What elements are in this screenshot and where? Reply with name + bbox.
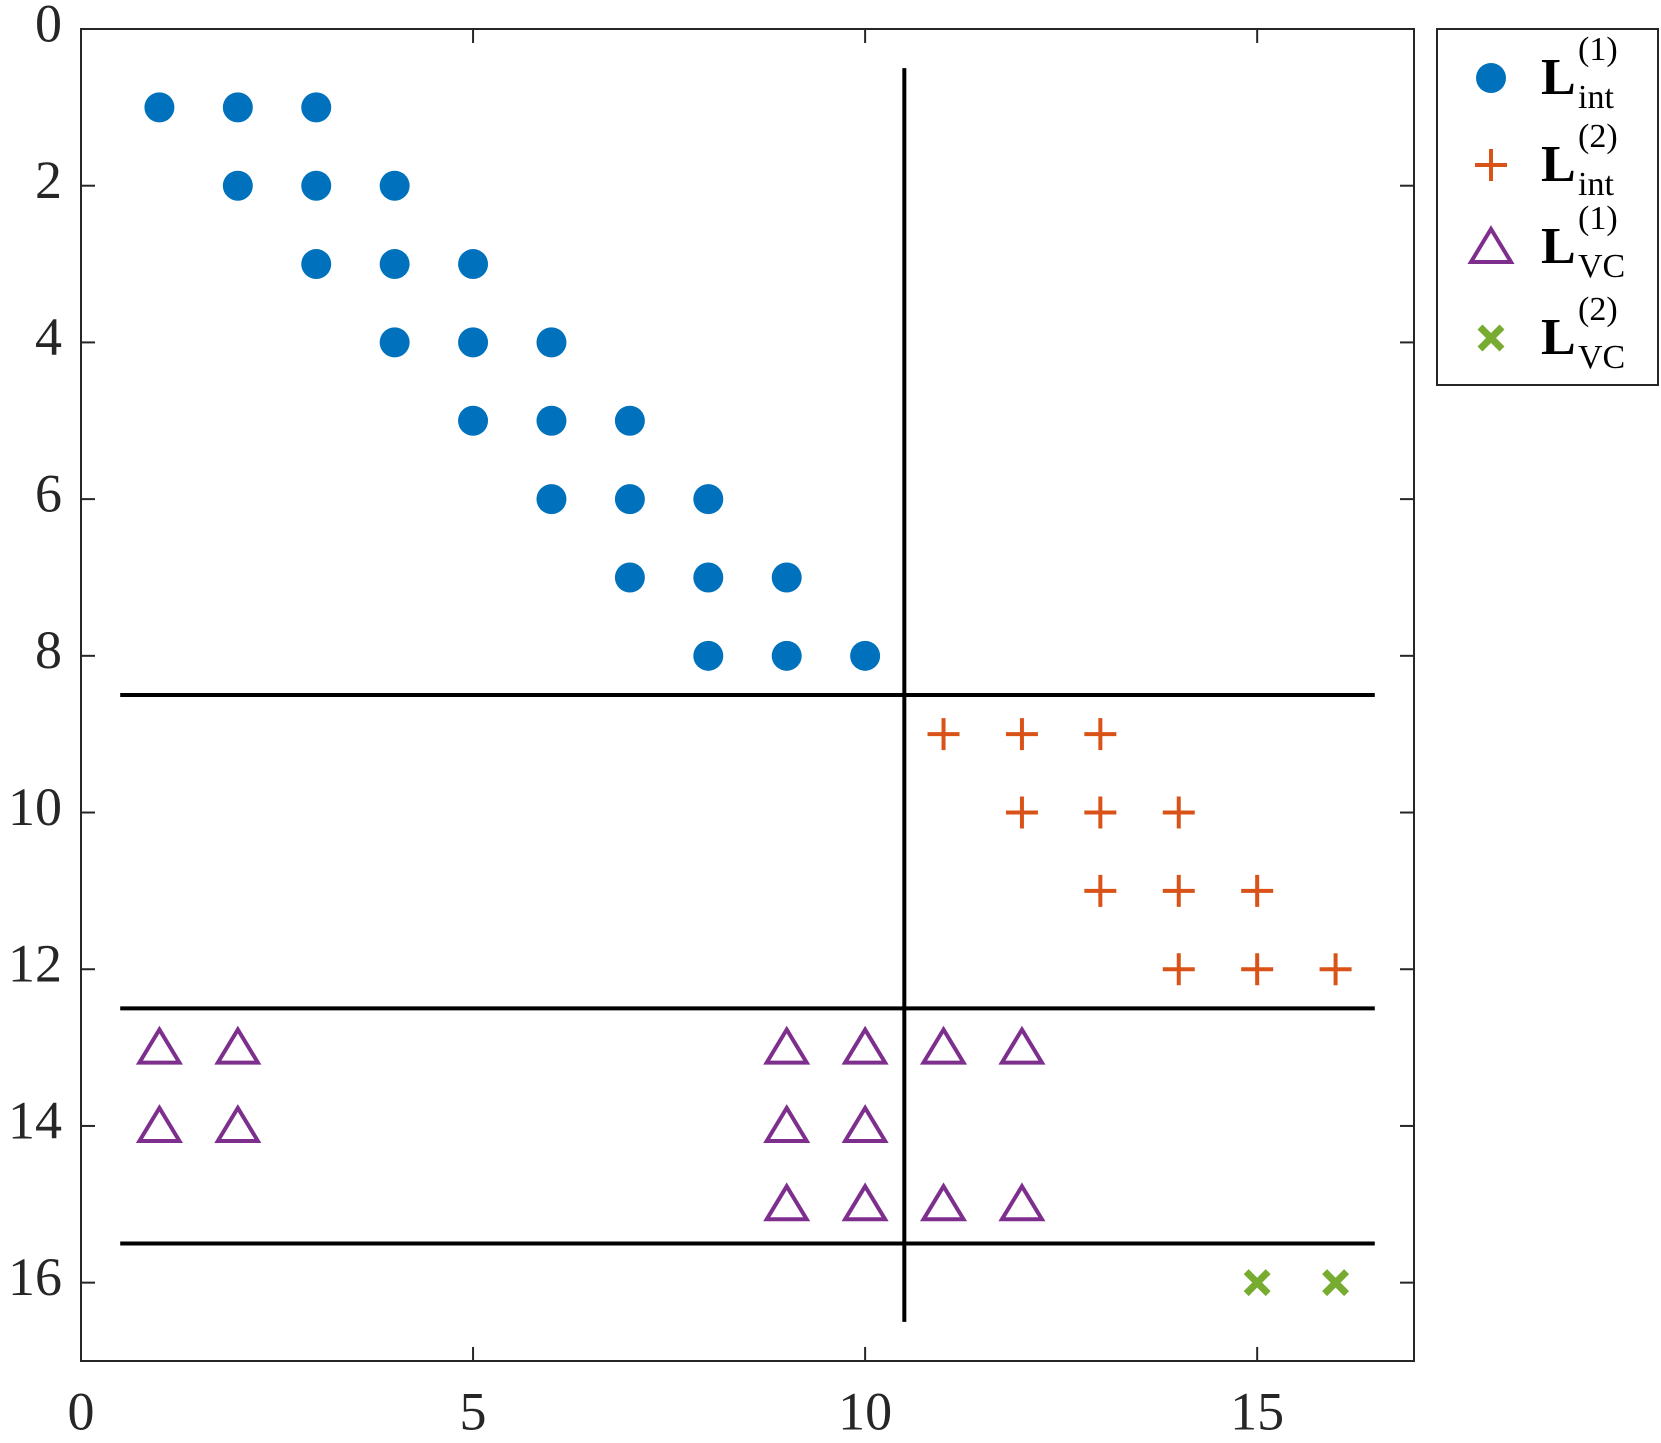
point <box>222 170 253 201</box>
point <box>771 562 802 593</box>
point <box>1005 718 1038 751</box>
y-tick-label: 6 <box>35 464 62 524</box>
legend-marker <box>1475 149 1507 181</box>
point <box>1084 874 1117 907</box>
x-tick-label: 5 <box>460 1381 487 1441</box>
point <box>998 1025 1046 1065</box>
point <box>927 718 960 751</box>
point <box>763 1182 811 1222</box>
point <box>301 249 332 280</box>
point <box>458 327 489 358</box>
point <box>1162 796 1195 829</box>
point <box>144 92 175 123</box>
point <box>1162 953 1195 986</box>
point <box>536 405 567 436</box>
point <box>771 640 802 671</box>
point <box>458 249 489 280</box>
legend-box <box>1436 28 1659 386</box>
point <box>763 1025 811 1065</box>
point <box>614 405 645 436</box>
y-tick-label: 14 <box>8 1090 62 1150</box>
legend-subscript: int <box>1578 166 1614 203</box>
point <box>135 1104 183 1143</box>
point <box>458 405 489 436</box>
point <box>379 170 410 201</box>
y-tick-label: 16 <box>8 1247 62 1307</box>
point <box>135 1025 183 1065</box>
y-tick-label: 4 <box>35 307 62 367</box>
point <box>214 1104 262 1143</box>
legend-label: L <box>1541 309 1576 366</box>
point <box>614 484 645 515</box>
point <box>841 1182 889 1222</box>
point <box>1319 953 1352 986</box>
legend-superscript: (1) <box>1578 200 1618 237</box>
legend-subscript: int <box>1578 79 1614 116</box>
x-tick-label: 10 <box>838 1381 892 1441</box>
point <box>693 484 724 515</box>
point <box>1162 874 1195 907</box>
point <box>850 640 881 671</box>
y-tick-label: 2 <box>35 150 62 210</box>
point <box>1241 874 1274 907</box>
x-tick-label: 15 <box>1230 1381 1284 1441</box>
point <box>614 562 645 593</box>
point <box>693 640 724 671</box>
legend-label: L <box>1541 136 1576 193</box>
point <box>1005 796 1038 829</box>
point <box>841 1104 889 1143</box>
legend-marker <box>1467 225 1515 264</box>
legend-label: L <box>1541 218 1576 275</box>
legend-superscript: (1) <box>1578 31 1618 68</box>
point <box>841 1025 889 1065</box>
point <box>1241 953 1274 986</box>
x-tick-label: 0 <box>68 1381 95 1441</box>
point <box>1243 1269 1271 1297</box>
plot-frame <box>80 28 1415 1362</box>
point <box>379 327 410 358</box>
y-tick-label: 8 <box>35 620 62 680</box>
y-tick-label: 12 <box>8 934 62 994</box>
point <box>693 562 724 593</box>
point <box>1322 1269 1350 1297</box>
legend-marker <box>1476 63 1506 93</box>
point <box>222 92 253 123</box>
point <box>998 1182 1046 1222</box>
y-tick-label: 0 <box>35 0 62 53</box>
y-tick-label: 10 <box>8 777 62 837</box>
point <box>301 170 332 201</box>
point <box>301 92 332 123</box>
point <box>536 484 567 515</box>
legend-label: L <box>1541 49 1576 106</box>
legend-subscript: VC <box>1578 248 1625 285</box>
point <box>1084 796 1117 829</box>
point <box>919 1182 968 1222</box>
point <box>763 1104 811 1143</box>
point <box>919 1025 968 1065</box>
point <box>214 1025 262 1065</box>
legend-subscript: VC <box>1578 339 1625 376</box>
legend-marker <box>1477 324 1505 352</box>
legend-superscript: (2) <box>1578 291 1618 328</box>
legend-superscript: (2) <box>1578 118 1618 155</box>
point <box>536 327 567 358</box>
point <box>1084 718 1117 751</box>
point <box>379 249 410 280</box>
